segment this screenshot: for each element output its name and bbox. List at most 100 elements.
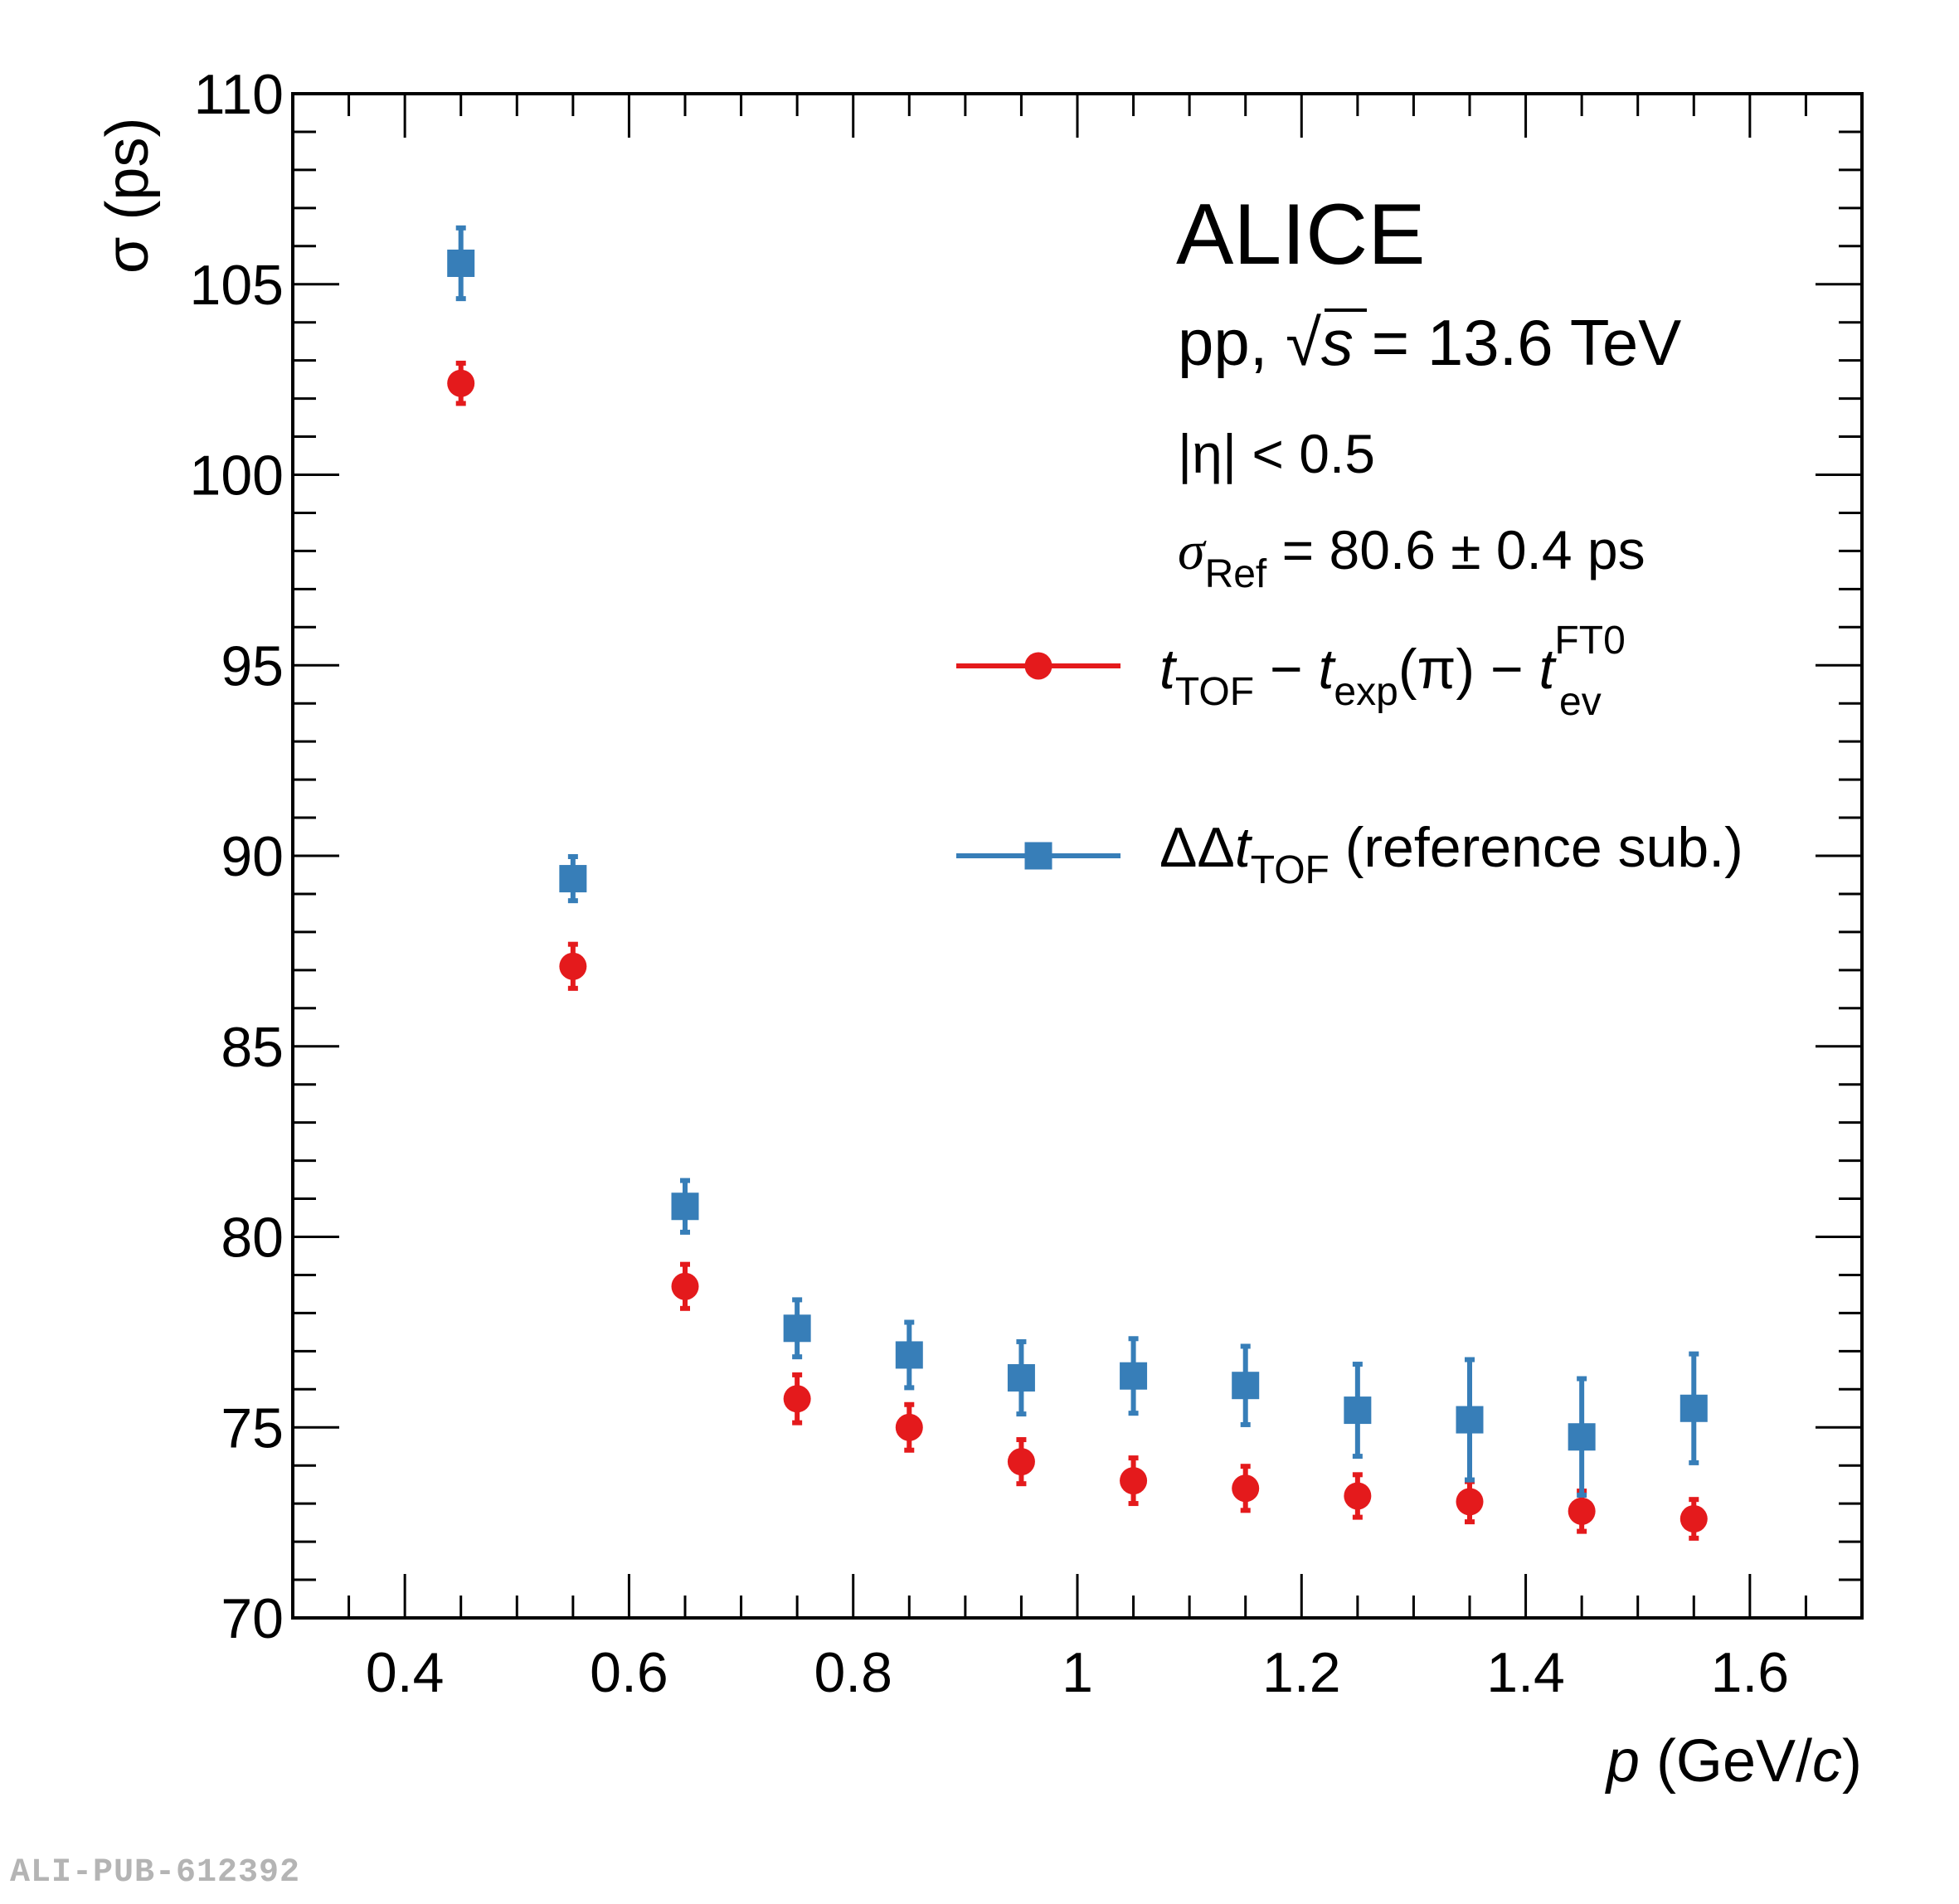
data-point-circle — [895, 1413, 923, 1441]
error-bar-cap-top — [680, 1178, 690, 1183]
x-axis-var: p — [1605, 1728, 1640, 1795]
error-bar-cap-bottom — [455, 401, 466, 406]
y-tick-label: 110 — [194, 63, 284, 126]
error-bar-cap-top — [1128, 1455, 1139, 1461]
x-axis-unit-var: c — [1812, 1728, 1842, 1795]
error-bar-cap-top — [1128, 1336, 1139, 1342]
error-bar-cap-bottom — [904, 1447, 915, 1453]
legend-sub-exp: exp — [1334, 670, 1398, 714]
sigma-ref-value: = 80.6 ± 0.4 ps — [1266, 519, 1645, 580]
legend-t1: t — [1159, 638, 1178, 701]
error-bar-cap-bottom — [1240, 1421, 1251, 1427]
data-point-square — [783, 1314, 811, 1343]
y-tick-labels: 70 75 80 85 90 95 100 105 110 — [190, 63, 284, 1650]
data-point-circle — [1456, 1488, 1484, 1516]
error-bar-cap-top — [792, 1297, 803, 1303]
y-tick-label: 100 — [190, 444, 284, 508]
data-point-square — [447, 249, 475, 277]
x-tick-labels: 0.4 0.6 0.8 1 1.2 1.4 1.6 — [366, 1641, 1789, 1704]
data-point-circle — [559, 952, 587, 980]
series-reference-sub — [447, 225, 1708, 1498]
y-tick-label: 90 — [221, 825, 284, 888]
data-point-circle — [1232, 1474, 1260, 1503]
sigma-ref-sub: Ref — [1205, 552, 1267, 596]
y-tick-label: 80 — [221, 1207, 284, 1270]
data-point-square — [1007, 1364, 1035, 1392]
error-bar-cap-bottom — [1352, 1454, 1363, 1460]
axis-ticks — [293, 94, 1862, 1618]
error-bar-cap-bottom — [680, 1305, 690, 1311]
legend-marker-circle — [1024, 652, 1052, 680]
x-tick-label: 1 — [1062, 1641, 1093, 1704]
error-bar-cap-top — [1689, 1351, 1699, 1357]
legend-marker-square — [1024, 842, 1052, 870]
legend-label-tof-minus-exp: tTOF − texp(π) − tFT0 — [1159, 619, 1626, 714]
error-bar-cap-bottom — [1016, 1411, 1027, 1417]
error-bar-cap-top — [455, 360, 466, 366]
error-bar-cap-top — [567, 941, 578, 947]
error-bar-cap-top — [1689, 1497, 1699, 1503]
data-point-square — [1120, 1362, 1148, 1390]
error-bar-cap-top — [680, 1261, 690, 1267]
data-point-square — [1232, 1372, 1260, 1400]
legend-delta-delta: ΔΔ — [1159, 816, 1235, 879]
y-tick-label: 105 — [190, 254, 284, 317]
data-point-circle — [783, 1385, 811, 1413]
error-bar-cap-bottom — [1128, 1501, 1139, 1507]
data-point-square — [559, 865, 587, 893]
error-bar-cap-top — [904, 1401, 915, 1407]
experiment-label: ALICE — [1176, 187, 1426, 283]
data-point-square — [895, 1341, 923, 1369]
error-bar-cap-bottom — [1016, 1481, 1027, 1487]
error-bar-cap-bottom — [567, 985, 578, 991]
legend-sub-tof: TOF — [1175, 670, 1254, 714]
error-bar-cap-bottom — [1689, 1460, 1699, 1465]
error-bar-cap-bottom — [1689, 1535, 1699, 1541]
data-point-square — [1456, 1406, 1484, 1434]
x-tick-label: 1.6 — [1711, 1641, 1790, 1704]
data-point-square — [671, 1192, 699, 1221]
publication-id: ALI-PUB-612392 — [10, 1854, 301, 1892]
legend: tTOF − texp(π) − tFT0 ev ΔΔtTOF (referen… — [956, 619, 1743, 892]
error-bar-cap-top — [1016, 1338, 1027, 1344]
x-tick-label: 0.4 — [366, 1641, 445, 1704]
data-point-circle — [1344, 1482, 1372, 1510]
data-point-circle — [1007, 1448, 1035, 1476]
x-axis-unit-close: ) — [1842, 1728, 1862, 1795]
error-bar-cap-bottom — [680, 1229, 690, 1235]
error-bar-cap-top — [904, 1319, 915, 1325]
x-axis-unit-open: (GeV/ — [1640, 1728, 1812, 1795]
data-point-square — [1679, 1394, 1708, 1422]
error-bar-cap-top — [1352, 1472, 1363, 1478]
eta-cut-label: |η| < 0.5 — [1178, 423, 1375, 484]
error-bar-cap-bottom — [1577, 1528, 1587, 1534]
error-bar-cap-top — [1016, 1437, 1027, 1443]
sigma-ref-label: σRef = 80.6 ± 0.4 ps — [1178, 519, 1645, 596]
error-bar-cap-bottom — [904, 1385, 915, 1391]
sigma-ref-symbol: σ — [1178, 521, 1207, 581]
legend-sub-tof-2: TOF — [1251, 848, 1329, 892]
data-point-circle — [671, 1272, 699, 1300]
error-bar-cap-top — [1240, 1343, 1251, 1349]
data-points — [447, 225, 1708, 1541]
system-prefix: pp, — [1178, 306, 1286, 379]
error-bar-cap-top — [1577, 1376, 1587, 1382]
error-bar-cap-top — [455, 225, 466, 231]
x-tick-label: 1.2 — [1262, 1641, 1341, 1704]
y-tick-label: 70 — [221, 1587, 284, 1650]
y-tick-label: 95 — [221, 634, 284, 697]
sqrt-symbol: √ — [1286, 306, 1321, 379]
data-point-circle — [1568, 1497, 1596, 1525]
y-axis-title: σ (ps) — [95, 118, 161, 274]
error-bar-cap-bottom — [567, 898, 578, 904]
error-bar-cap-bottom — [1465, 1519, 1475, 1525]
legend-pi: (π) − — [1398, 638, 1539, 701]
error-bar-cap-bottom — [792, 1420, 803, 1426]
x-tick-label: 0.6 — [590, 1641, 668, 1704]
legend-entry-tof-minus-exp: tTOF − texp(π) − tFT0 ev — [956, 619, 1626, 724]
data-point-circle — [1679, 1505, 1708, 1533]
error-bar-cap-top — [1465, 1357, 1475, 1362]
legend-minus-1: − — [1254, 638, 1319, 701]
data-point-square — [1568, 1423, 1596, 1451]
error-bar-cap-bottom — [1128, 1411, 1139, 1416]
